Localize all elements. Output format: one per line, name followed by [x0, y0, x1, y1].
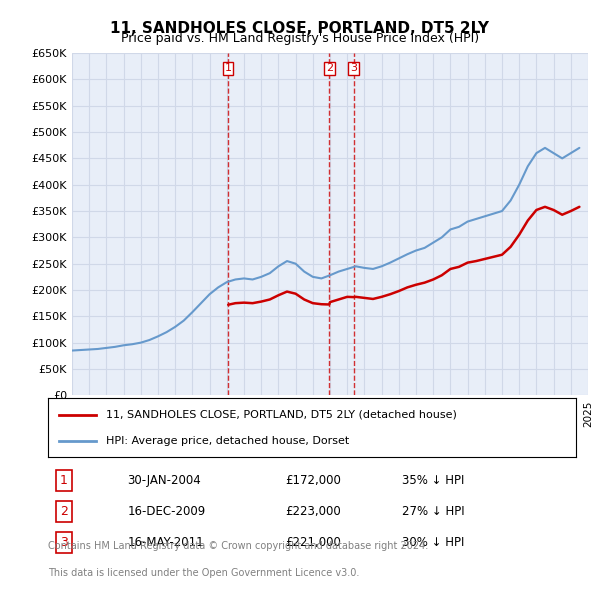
Text: 27% ↓ HPI: 27% ↓ HPI: [402, 505, 464, 518]
Text: 16-MAY-2011: 16-MAY-2011: [127, 536, 204, 549]
Text: This data is licensed under the Open Government Licence v3.0.: This data is licensed under the Open Gov…: [48, 568, 359, 578]
Text: 30% ↓ HPI: 30% ↓ HPI: [402, 536, 464, 549]
Text: 11, SANDHOLES CLOSE, PORTLAND, DT5 2LY (detached house): 11, SANDHOLES CLOSE, PORTLAND, DT5 2LY (…: [106, 410, 457, 419]
Text: Price paid vs. HM Land Registry's House Price Index (HPI): Price paid vs. HM Land Registry's House …: [121, 32, 479, 45]
Text: 1: 1: [60, 474, 68, 487]
Text: 1: 1: [224, 63, 232, 73]
Text: 2: 2: [60, 505, 68, 518]
Text: 2: 2: [326, 63, 333, 73]
Text: 35% ↓ HPI: 35% ↓ HPI: [402, 474, 464, 487]
Text: 3: 3: [60, 536, 68, 549]
Text: 16-DEC-2009: 16-DEC-2009: [127, 505, 205, 518]
Text: 3: 3: [350, 63, 357, 73]
Text: £172,000: £172,000: [286, 474, 341, 487]
Text: HPI: Average price, detached house, Dorset: HPI: Average price, detached house, Dors…: [106, 436, 349, 445]
Text: 30-JAN-2004: 30-JAN-2004: [127, 474, 201, 487]
Text: £223,000: £223,000: [286, 505, 341, 518]
Text: £221,000: £221,000: [286, 536, 341, 549]
Text: 11, SANDHOLES CLOSE, PORTLAND, DT5 2LY: 11, SANDHOLES CLOSE, PORTLAND, DT5 2LY: [110, 21, 490, 35]
Text: Contains HM Land Registry data © Crown copyright and database right 2024.: Contains HM Land Registry data © Crown c…: [48, 542, 428, 551]
